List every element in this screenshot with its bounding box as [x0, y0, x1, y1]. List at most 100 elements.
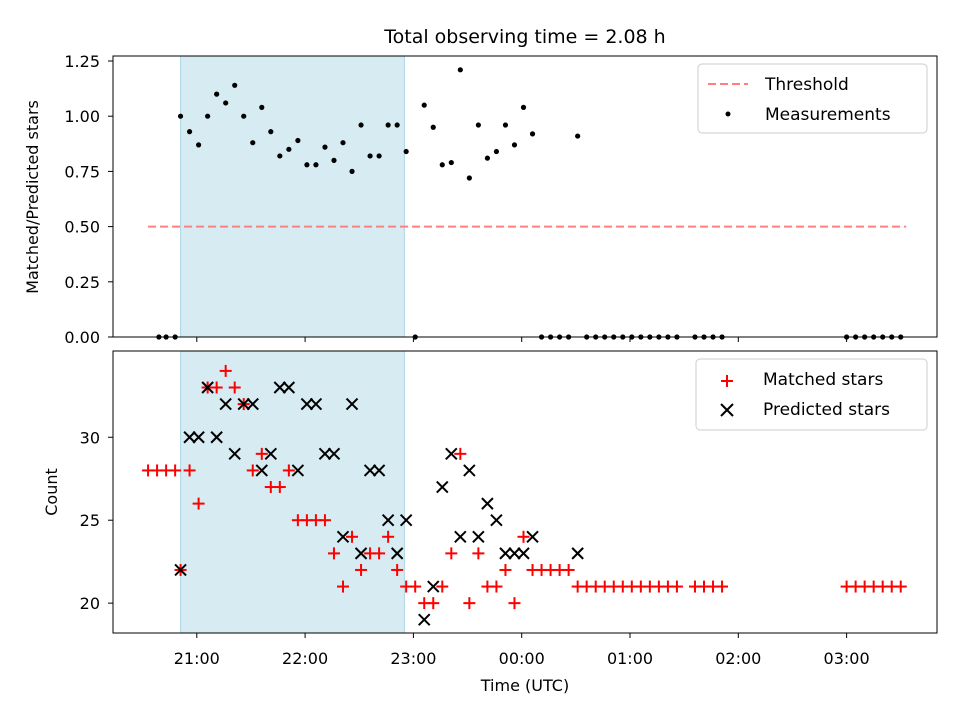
predicted-star-marker [427, 580, 440, 593]
count-y-tick-label: 30 [80, 428, 100, 447]
matched-star-marker [210, 381, 223, 394]
matched-star-marker [382, 530, 395, 543]
predicted-star-marker [390, 547, 404, 560]
measurement-point [322, 144, 328, 150]
predicted-star-marker [381, 513, 395, 527]
measurement-point [520, 104, 527, 110]
ratio-legend-box [697, 63, 928, 134]
observing-span-shading [180, 55, 405, 338]
predicted-star-marker [291, 464, 305, 477]
measurement-point [376, 153, 382, 159]
matched-star-marker [409, 580, 422, 593]
measurement-point [448, 159, 454, 166]
time-x-tick-label: 21:00 [174, 649, 220, 668]
predicted-star-marker [309, 397, 323, 411]
ratio-y-tick-label: 0.50 [64, 218, 100, 237]
predicted-star-marker [264, 447, 278, 461]
matched-star-marker [508, 597, 521, 610]
count-legend: Matched stars Predicted stars [695, 358, 928, 431]
chart-title: Total observing time = 2.08 h [383, 26, 665, 48]
matched-star-marker [427, 597, 440, 610]
matched-star-marker [894, 580, 907, 593]
matched-star-marker [517, 530, 530, 543]
measurement-point [457, 67, 463, 73]
count-panel: 20 25 30 21:00 22:00 23:00 00:00 01:00 02:00 03:… [42, 350, 938, 695]
count-y-axis-label: Count [42, 468, 61, 516]
matched-star-marker [183, 464, 196, 477]
measurement-point [177, 113, 184, 119]
ratio-y-ticks: 0.00 0.25 0.50 0.75 1.00 1.25 [64, 52, 113, 347]
measurement-point [340, 140, 346, 146]
ratio-y-tick-label: 1.00 [64, 107, 100, 126]
measurement-point [349, 168, 355, 174]
matched-star-marker [255, 447, 268, 460]
measurement-point [575, 133, 581, 139]
predicted-star-marker [201, 381, 214, 394]
predicted-star-marker [363, 464, 377, 477]
ratio-y-axis-label: Matched/Predicted stars [23, 100, 42, 294]
measurement-points [156, 67, 904, 340]
ratio-panel-frame [112, 55, 938, 338]
measurement-point [250, 140, 256, 146]
ratio-legend: Threshold Measurements [697, 63, 928, 134]
predicted-star-marker [219, 397, 232, 411]
measurement-point [286, 146, 292, 152]
predicted-star-marker [336, 530, 350, 543]
measurement-point [502, 122, 509, 128]
measurement-point [430, 124, 436, 130]
measurement-point [403, 148, 409, 155]
matched-star-marker [445, 547, 458, 560]
predicted-star-marker [255, 464, 268, 477]
ratio-y-tick-label: 0.00 [64, 328, 100, 347]
matched-star-marker [282, 464, 295, 477]
measurements-legend-swatch [725, 111, 731, 117]
matched-star-marker [436, 580, 449, 593]
predicted-star-markers [174, 381, 584, 626]
measurement-point [295, 137, 301, 144]
matched-star-marker [169, 464, 182, 477]
time-x-tick-label: 00:00 [499, 649, 545, 668]
matched-star-marker [373, 547, 386, 560]
measurement-point [304, 162, 310, 168]
time-x-tick-label: 02:00 [715, 649, 761, 668]
predicted-star-marker [490, 513, 503, 527]
measurement-point [331, 157, 337, 163]
predicted-star-marker [273, 381, 287, 394]
matched-star-marker [246, 464, 259, 477]
count-legend-box [695, 358, 928, 431]
predicted-star-marker [210, 431, 223, 444]
time-x-tick-label: 01:00 [607, 649, 653, 668]
predicted-star-marker [508, 547, 521, 560]
predicted-legend-label: Predicted stars [763, 400, 890, 420]
predicted-star-marker [499, 547, 512, 560]
matched-star-marker [346, 530, 359, 543]
measurement-point [484, 155, 491, 161]
ratio-panel: 0.00 0.25 0.50 0.75 1.00 1.25 Total observing… [23, 26, 938, 347]
ratio-y-tick-label: 0.25 [64, 273, 100, 292]
matched-star-marker [716, 580, 729, 593]
matched-star-marker [490, 580, 503, 593]
measurement-point [439, 162, 445, 168]
measurement-point [385, 122, 391, 128]
measurement-point [277, 153, 283, 159]
predicted-star-marker [318, 447, 332, 461]
predicted-star-marker [463, 464, 476, 477]
predicted-star-marker [282, 381, 296, 394]
measurement-point [493, 148, 500, 155]
time-x-ticks: 21:00 22:00 23:00 00:00 01:00 02:00 03:00 [174, 633, 870, 668]
measurement-point [529, 131, 536, 137]
matched-star-marker [562, 563, 575, 576]
measurement-point [358, 122, 364, 128]
measurement-point [268, 129, 274, 135]
predicted-star-marker [526, 530, 539, 543]
matched-star-marker [670, 580, 683, 593]
matched-star-marker [327, 547, 340, 560]
ratio-y-tick-label: 0.75 [64, 162, 100, 181]
matched-star-marker [228, 381, 241, 394]
predicted-star-marker [472, 530, 485, 543]
matched-star-marker [337, 580, 350, 593]
ratio-y-tick-label: 1.25 [64, 52, 100, 71]
count-y-tick-label: 20 [80, 594, 100, 613]
measurement-point [196, 142, 202, 148]
